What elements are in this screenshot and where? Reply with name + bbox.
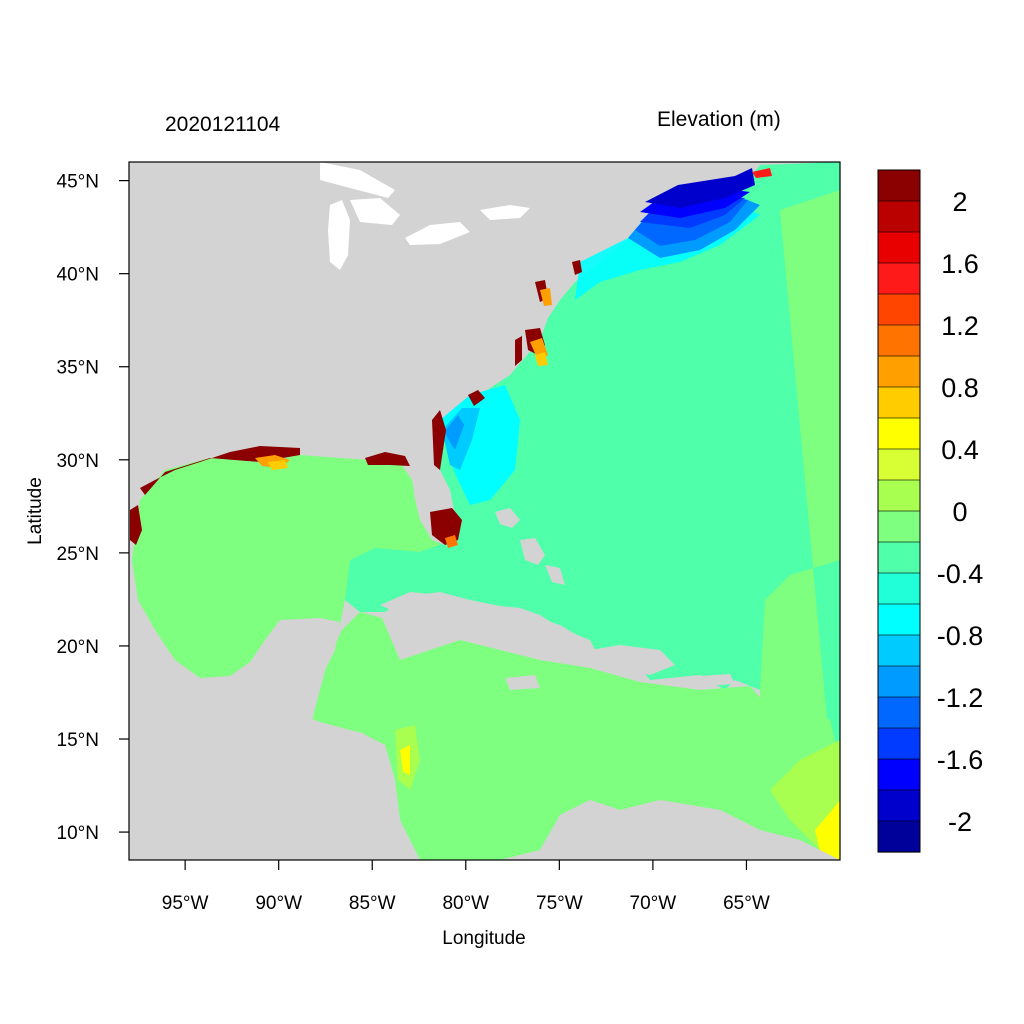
colorbar-swatch	[877, 665, 921, 698]
colorbar-label: 1.2	[941, 311, 979, 341]
colorbar-label: -2	[948, 807, 972, 837]
colorbar-swatch	[877, 169, 921, 202]
lat-tick-label: 20°N	[57, 637, 99, 658]
colorbar-swatch	[877, 417, 921, 450]
nicaragua-coast-yellow	[400, 745, 410, 775]
colorbar-label: 0	[952, 497, 967, 527]
lat-tick-label: 40°N	[57, 265, 99, 286]
colorbar-swatch	[877, 541, 921, 574]
colorbar-label: -0.8	[937, 621, 984, 651]
caribbean-sea	[312, 612, 840, 860]
green-offshore-east	[760, 190, 840, 860]
gulf-of-maine-anomaly	[628, 168, 760, 258]
lon-tick-label: 95°W	[162, 893, 209, 914]
colorbar-swatch	[877, 262, 921, 295]
colorbar-swatch	[877, 386, 921, 419]
lon-tick-label: 65°W	[723, 893, 770, 914]
great-lakes	[320, 162, 530, 270]
colorbar-swatch	[877, 324, 921, 357]
lon-tick-label: 70°W	[630, 893, 677, 914]
colorbar-label: 0.4	[941, 435, 979, 465]
x-axis-title: Longitude	[442, 928, 525, 949]
y-axis-title: Latitude	[25, 477, 46, 545]
colorbar-swatch	[877, 603, 921, 636]
lon-tick-label: 85°W	[349, 893, 396, 914]
lat-tick-label: 35°N	[57, 358, 99, 379]
colorbar-frame	[877, 169, 921, 853]
colorbar-swatch	[877, 572, 921, 605]
colorbar-label: -1.6	[937, 745, 984, 775]
lon-tick-label: 80°W	[442, 893, 489, 914]
colorbar-label: -0.4	[937, 559, 984, 589]
timestamp-title: 2020121104	[165, 113, 281, 136]
lat-tick-label: 15°N	[57, 730, 99, 751]
lon-tick-label: 75°W	[536, 893, 583, 914]
colorbar-swatch	[877, 231, 921, 264]
colorbar-swatch	[877, 293, 921, 326]
surge-high-regions	[130, 168, 772, 548]
colorbar: 2 1.6 1.2 0.8 0.4 0 -0.4 -0.8 -1.2 -1.6 -2	[877, 169, 984, 853]
colorbar-swatch	[877, 820, 921, 853]
lat-tick-label: 10°N	[57, 823, 99, 844]
gulf-of-mexico	[132, 455, 440, 678]
colorbar-swatch	[877, 479, 921, 512]
colorbar-label: 1.6	[941, 249, 979, 279]
florida-strait	[345, 548, 460, 612]
land-masses	[129, 455, 840, 860]
colorbar-swatch	[877, 355, 921, 388]
east-caribbean-yellow	[815, 800, 840, 860]
colorbar-swatch	[877, 758, 921, 791]
blue-band-georgia-inner	[444, 415, 464, 450]
colorbar-swatch	[877, 634, 921, 667]
colorbar-swatch	[877, 696, 921, 729]
map-frame	[128, 161, 841, 861]
colorbar-swatch	[877, 200, 921, 233]
colorbar-swatch	[877, 789, 921, 822]
map-area	[129, 162, 840, 860]
colorbar-label: 2	[952, 187, 967, 217]
colorbar-swatch	[877, 727, 921, 760]
colorbar-label: -1.2	[937, 683, 984, 713]
colorbar-label: 0.8	[941, 373, 979, 403]
lon-tick-label: 90°W	[255, 893, 302, 914]
latitude-ticks: 45°N 40°N 35°N 30°N 25°N 20°N 15°N 10°N	[57, 172, 129, 844]
colorbar-swatch	[877, 448, 921, 481]
variable-title: Elevation (m)	[657, 108, 781, 131]
lat-tick-label: 45°N	[57, 172, 99, 193]
longitude-ticks: 95°W 90°W 85°W 80°W 75°W 70°W 65°W	[162, 860, 770, 914]
colorbar-swatch	[877, 510, 921, 543]
atlantic-ocean	[345, 162, 840, 860]
lat-tick-label: 25°N	[57, 544, 99, 565]
lat-tick-label: 30°N	[57, 451, 99, 472]
